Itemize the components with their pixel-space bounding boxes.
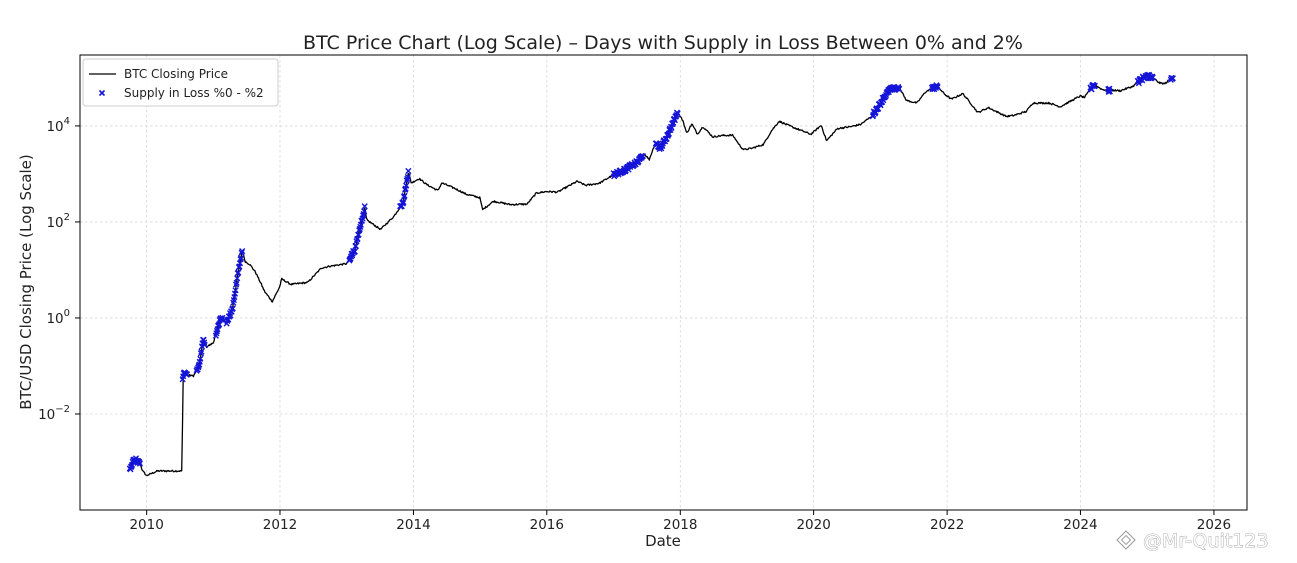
supply-loss-marker (896, 85, 903, 93)
supply-loss-marker (219, 314, 226, 321)
y-tick-label: 104 (46, 116, 70, 135)
supply-loss-marker (213, 327, 221, 335)
y-tick-label: 100 (46, 308, 70, 327)
y-tick-label: 102 (46, 212, 70, 231)
supply-loss-marker (235, 269, 242, 276)
supply-loss-marker (1169, 75, 1176, 82)
supply-loss-marker (218, 316, 225, 323)
x-tick-label: 2022 (930, 517, 964, 533)
supply-loss-marker (136, 460, 143, 467)
x-tick-label: 2018 (663, 517, 697, 533)
supply-loss-marker (238, 249, 245, 256)
x-tick-label: 2020 (796, 517, 830, 533)
watermark-text: @Mr-Quit123 (1143, 530, 1269, 552)
supply-loss-marker (361, 208, 368, 215)
supply-loss-marker (201, 341, 208, 349)
grid-layer (80, 55, 1247, 510)
supply-loss-marker (1106, 88, 1113, 95)
legend-entry-price: BTC Closing Price (124, 67, 228, 81)
series-layer (130, 75, 1173, 477)
plot-frame (79, 54, 1248, 511)
supply-loss-marker (349, 252, 356, 259)
supply-loss-marker (400, 199, 407, 206)
legend: BTC Closing Price Supply in Loss %0 - %2 (82, 58, 279, 107)
supply-loss-marker (197, 355, 204, 362)
x-axis-label: Date (645, 532, 681, 550)
supply-loss-marker (198, 348, 205, 355)
supply-loss-marker (239, 247, 246, 255)
supply-loss-marker (1149, 74, 1156, 81)
x-tick-label: 2010 (129, 517, 163, 533)
x-tick-label: 2014 (396, 517, 430, 533)
supply-loss-marker (403, 182, 410, 189)
supply-loss-marker (404, 173, 411, 181)
chart-title: BTC Price Chart (Log Scale) – Days with … (303, 32, 1023, 54)
supply-loss-marker (639, 152, 646, 160)
supply-loss-marker (669, 121, 676, 128)
y-axis-ticks: 10−2 100 102 104 (38, 116, 80, 423)
supply-loss-marker (234, 275, 241, 282)
legend-x-marker (98, 89, 106, 97)
supply-loss-marker (361, 203, 368, 210)
supply-loss-marker (405, 167, 412, 175)
y-tick-label: 10−2 (38, 404, 70, 423)
watermark: @Mr-Quit123 (1116, 530, 1269, 552)
x-tick-label: 2026 (1197, 517, 1231, 533)
legend-box (82, 58, 279, 107)
supply-loss-marker (359, 212, 367, 219)
x-tick-label: 2012 (263, 517, 297, 533)
supply-loss-marker (351, 248, 358, 255)
x-tick-label: 2016 (530, 517, 564, 533)
diamond-logo-icon (1116, 530, 1136, 550)
supply-loss-marker (674, 110, 681, 117)
supply-loss-marker (232, 287, 239, 294)
y-axis-label: BTC/USD Closing Price (Log Scale) (17, 154, 35, 410)
supply-loss-marker (197, 350, 204, 357)
supply-loss-marker (232, 281, 240, 288)
supply-loss-marker (183, 371, 191, 378)
supply-in-loss-markers (126, 71, 1176, 473)
btc-closing-price-line (130, 75, 1173, 477)
legend-entry-supply-loss: Supply in Loss %0 - %2 (124, 86, 264, 100)
supply-loss-marker (352, 242, 360, 250)
x-tick-label: 2024 (1063, 517, 1097, 533)
x-axis-ticks: 2010 2012 2014 2016 2018 2020 2022 2024 2026 (129, 510, 1231, 533)
supply-loss-marker (229, 305, 236, 312)
supply-loss-marker (934, 83, 941, 91)
supply-loss-marker (237, 254, 245, 262)
supply-loss-marker (401, 192, 408, 199)
supply-loss-marker (1091, 82, 1098, 89)
